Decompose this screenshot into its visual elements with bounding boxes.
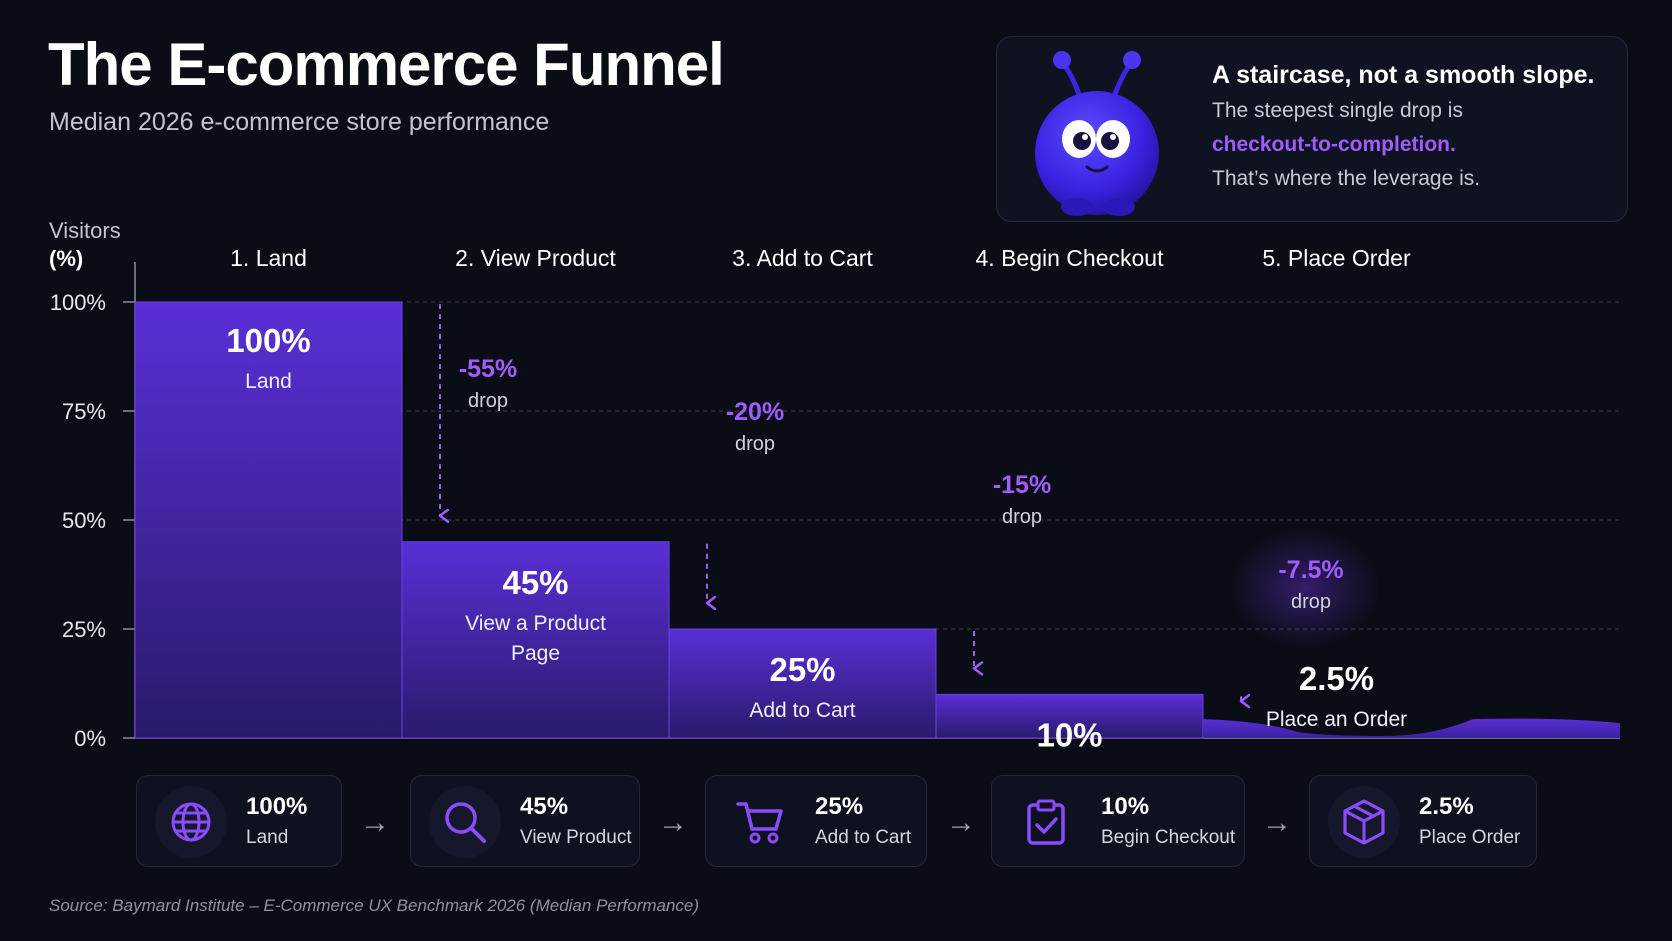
- bar-value-label: 10%: [1036, 716, 1102, 753]
- step-value: 2.5%: [1419, 793, 1474, 820]
- drop-highlight-glow: [1230, 528, 1380, 648]
- category-label: 4. Begin Checkout: [976, 245, 1165, 271]
- bar-name-label: Place an Order: [1266, 708, 1407, 731]
- callout-line-2: That’s where the leverage is.: [1212, 167, 1481, 190]
- page-title: The E-commerce Funnel: [48, 31, 725, 98]
- step-value: 100%: [246, 793, 308, 820]
- step-value: 10%: [1101, 793, 1150, 820]
- y-tick-label: 100%: [50, 290, 106, 315]
- step-label: Add to Cart: [815, 827, 912, 848]
- step-label: Place Order: [1419, 827, 1521, 848]
- drop-text-label: drop: [468, 390, 508, 412]
- category-label: 3. Add to Cart: [732, 245, 873, 271]
- step-card-4: 10% Begin Checkout: [991, 775, 1245, 867]
- step-value: 45%: [520, 793, 569, 820]
- step-card-2: 45% View Product: [410, 775, 640, 867]
- category-label: 1. Land: [230, 245, 307, 271]
- clipboard-check-icon: [1010, 786, 1082, 858]
- drop-text-label: drop: [1291, 591, 1331, 613]
- bar-value-label: 100%: [226, 322, 310, 359]
- box-icon: [1328, 786, 1400, 858]
- callout-line-1: The steepest single drop is: [1212, 99, 1463, 122]
- y-tick-label: 0%: [74, 726, 106, 751]
- y-tick-label: 25%: [62, 617, 106, 642]
- y-tick-label: 75%: [62, 399, 106, 424]
- bar-name-label: Add to Cart: [749, 699, 855, 722]
- step-arrow-icon: →: [658, 806, 688, 839]
- bar-name-label: Land: [245, 370, 292, 393]
- bar-name-label: Page: [511, 642, 560, 665]
- drop-value-label: -15%: [993, 471, 1051, 499]
- drop-text-label: drop: [735, 433, 775, 455]
- drop-text-label: drop: [1002, 506, 1042, 528]
- purple-fuzzy-mascot-icon: [1035, 51, 1159, 216]
- step-arrow-icon: →: [360, 806, 390, 839]
- bar-name-label: View a Product: [465, 612, 606, 635]
- callout-title: A staircase, not a smooth slope.: [1212, 61, 1595, 89]
- drop-value-label: -20%: [726, 398, 784, 426]
- step-card-3: 25% Add to Cart: [705, 775, 927, 867]
- page-subtitle: Median 2026 e-commerce store performance: [49, 108, 550, 136]
- cart-icon: [724, 786, 796, 858]
- funnel-bar-2: [401, 541, 670, 739]
- funnel-chart: Visitors (%) 100% 75% 50% 25% 0% 1. Land 100% Lan…: [49, 218, 1620, 753]
- bar-value-label: 2.5%: [1299, 660, 1374, 697]
- funnel-bar-4: [935, 693, 1204, 739]
- funnel-bar-1: [134, 301, 403, 739]
- y-axis-label-unit: (%): [49, 246, 83, 271]
- step-arrow-icon: →: [946, 806, 976, 839]
- y-axis-label: Visitors: [49, 218, 121, 243]
- bar-value-label: 25%: [769, 651, 835, 688]
- funnel-bar-5: [1203, 718, 1620, 738]
- y-tick-label: 50%: [62, 508, 106, 533]
- step-label: Land: [246, 827, 289, 848]
- category-label: 2. View Product: [455, 245, 616, 271]
- step-arrow-icon: →: [1262, 806, 1292, 839]
- insight-callout: A staircase, not a smooth slope. The ste…: [996, 36, 1628, 222]
- callout-highlight: checkout-to-completion.: [1212, 133, 1456, 156]
- magnifier-icon: [429, 786, 501, 858]
- bar-value-label: 45%: [502, 564, 568, 601]
- drop-value-label: -7.5%: [1278, 556, 1343, 584]
- drop-value-label: -55%: [459, 355, 517, 383]
- step-card-5: 2.5% Place Order: [1309, 775, 1537, 867]
- step-value: 25%: [815, 793, 864, 820]
- source-note: Source: Baymard Institute – E-Commerce U…: [49, 896, 700, 915]
- globe-icon: [155, 786, 227, 858]
- step-label: View Product: [520, 827, 632, 848]
- step-label: Begin Checkout: [1101, 827, 1236, 848]
- category-label: 5. Place Order: [1262, 245, 1411, 271]
- funnel-bar-3: [668, 628, 937, 739]
- step-card-1: 100% Land: [136, 775, 342, 867]
